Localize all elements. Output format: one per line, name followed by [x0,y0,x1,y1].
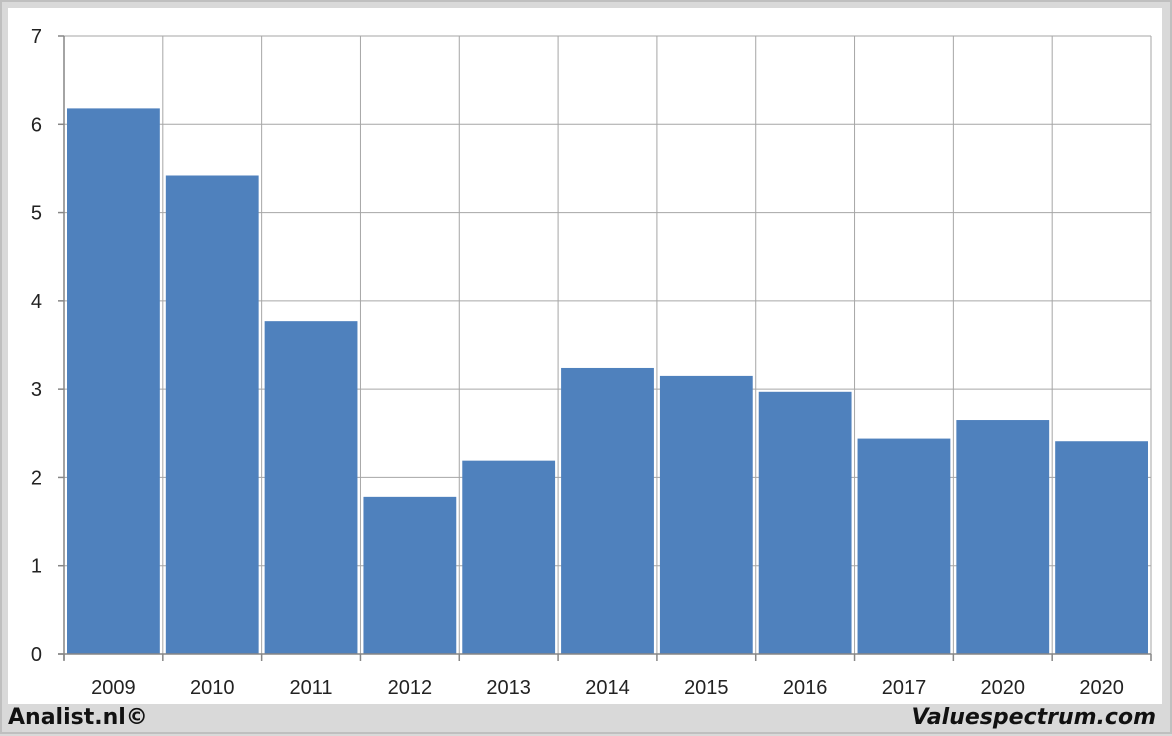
x-tick-label: 2017 [882,677,927,699]
bar-2015-6 [659,375,753,654]
y-tick-label: 7 [31,26,42,48]
bar-2009-0 [67,108,160,654]
y-tick-label: 6 [31,114,42,136]
y-tick-label: 0 [31,644,42,666]
bar-2011-2 [264,321,358,654]
bar-2014-5 [561,367,654,654]
x-tick-label: 2011 [290,677,333,699]
bar-2016-7 [758,391,852,654]
y-tick-label: 4 [31,291,42,313]
x-tick-label: 2020 [1079,677,1124,699]
bar-2020-10 [1055,441,1148,654]
footer-brand-label: Valuespectrum.com [911,705,1156,730]
x-tick-label: 2016 [783,677,828,699]
y-tick-label: 3 [31,379,42,401]
x-tick-label: 2012 [388,677,433,699]
bar-2017-8 [857,438,951,654]
bar-2010-1 [165,175,259,654]
y-tick-label: 5 [31,203,42,225]
y-tick-label: 2 [31,467,42,489]
y-tick-label: 1 [31,556,42,578]
x-tick-label: 2020 [981,677,1026,699]
x-tick-label: 2014 [585,677,630,699]
x-tick-label: 2010 [190,677,235,699]
x-tick-label: 2009 [91,677,136,699]
x-tick-label: 2015 [684,677,729,699]
footer-source-label: Analist.nl© [8,705,148,730]
x-tick-label: 2013 [486,677,531,699]
bar-2013-4 [462,460,556,654]
bar-2020-9 [956,420,1050,654]
bar-2012-3 [363,496,457,654]
